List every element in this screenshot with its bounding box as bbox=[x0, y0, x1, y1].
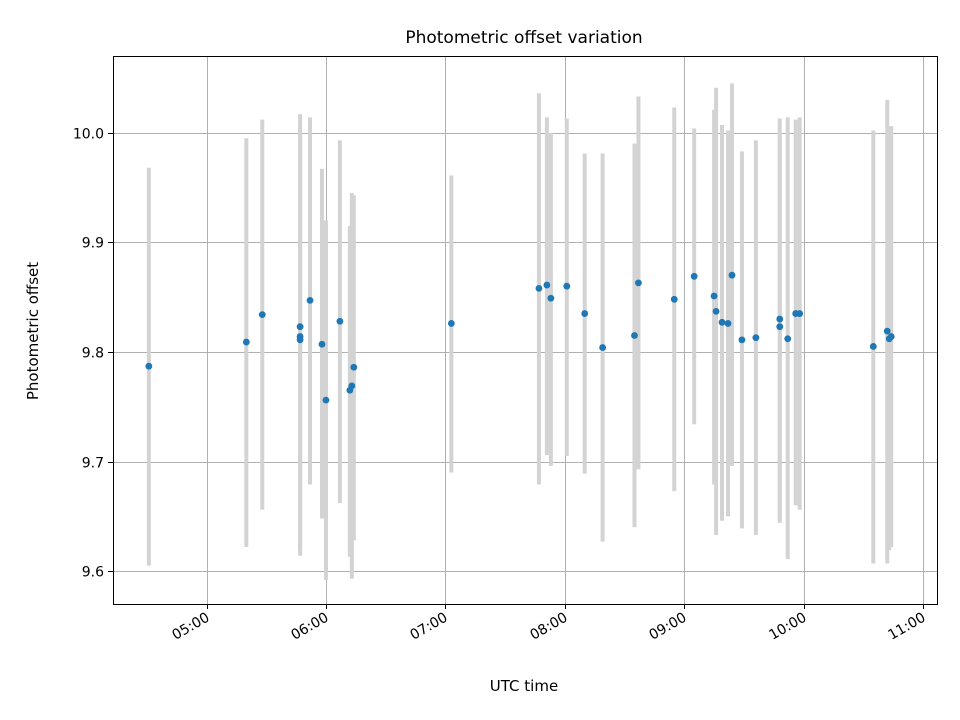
data-point bbox=[869, 343, 877, 350]
data-point bbox=[599, 344, 607, 351]
data-point bbox=[752, 334, 760, 342]
y-tick-label: 9.9 bbox=[82, 236, 104, 252]
data-point bbox=[887, 333, 895, 340]
x-tick-label: 09:00 bbox=[647, 610, 690, 644]
x-tick-label: 07:00 bbox=[408, 610, 451, 644]
data-point bbox=[718, 318, 726, 326]
y-tick-label: 9.7 bbox=[82, 456, 104, 472]
data-point bbox=[543, 281, 551, 289]
data-point bbox=[670, 295, 678, 303]
data-point bbox=[710, 292, 718, 300]
data-point bbox=[631, 332, 638, 339]
data-point bbox=[318, 340, 326, 348]
data-point bbox=[563, 282, 571, 290]
data-point bbox=[145, 362, 153, 370]
data-point bbox=[738, 336, 746, 344]
data-point bbox=[883, 327, 891, 335]
data-point bbox=[724, 320, 732, 327]
point-layer bbox=[145, 271, 895, 404]
x-axis: 05:00 06:00 07:00 08:00 09:00 10:00 11:00 bbox=[170, 604, 929, 644]
data-point bbox=[796, 310, 804, 317]
data-point bbox=[447, 320, 455, 327]
data-point bbox=[776, 323, 784, 331]
data-point bbox=[336, 317, 344, 325]
chart-title: Photometric offset variation bbox=[405, 28, 642, 48]
data-point bbox=[784, 335, 792, 343]
x-tick-label: 06:00 bbox=[289, 610, 332, 644]
x-tick-label: 10:00 bbox=[767, 610, 810, 644]
x-tick-label: 08:00 bbox=[528, 610, 571, 644]
x-tick-label: 05:00 bbox=[170, 610, 213, 644]
x-tick-label: 11:00 bbox=[886, 610, 929, 644]
data-point bbox=[581, 310, 589, 317]
data-point bbox=[535, 284, 543, 292]
x-axis-label: UTC time bbox=[490, 677, 558, 695]
data-point bbox=[296, 336, 304, 344]
y-tick-label: 9.8 bbox=[82, 346, 104, 362]
errorbar-layer bbox=[146, 83, 894, 580]
y-axis: 9.6 9.7 9.8 9.9 10.0 bbox=[73, 127, 113, 581]
data-point bbox=[296, 323, 304, 331]
data-point bbox=[547, 294, 555, 302]
data-point bbox=[712, 307, 720, 315]
data-point bbox=[728, 271, 736, 279]
data-point bbox=[306, 297, 314, 304]
plot-frame bbox=[113, 56, 938, 605]
data-point bbox=[690, 272, 698, 280]
y-tick-label: 9.6 bbox=[82, 565, 104, 581]
data-point bbox=[348, 382, 356, 390]
data-point bbox=[242, 338, 250, 346]
data-point bbox=[322, 396, 330, 404]
data-point bbox=[776, 315, 784, 323]
grid-layer bbox=[113, 56, 937, 604]
data-point bbox=[258, 311, 266, 319]
y-tick-label: 10.0 bbox=[73, 127, 104, 143]
data-point bbox=[350, 363, 358, 371]
y-axis-label: Photometric offset bbox=[24, 262, 42, 400]
data-point bbox=[635, 279, 642, 287]
